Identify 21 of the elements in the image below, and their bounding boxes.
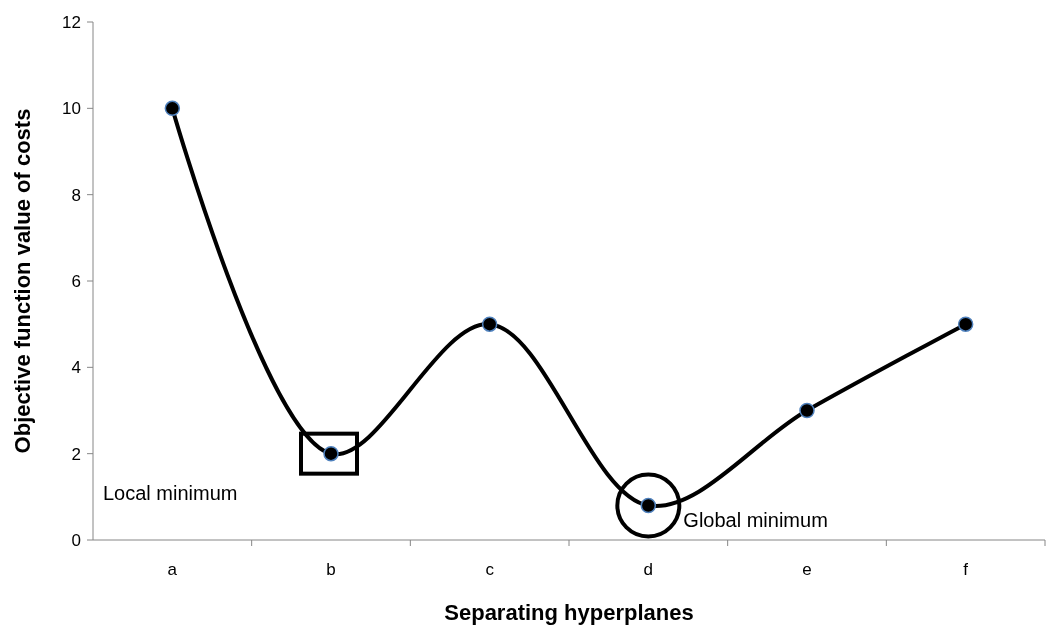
y-tick-label: 2 xyxy=(71,444,81,464)
point xyxy=(799,402,815,419)
y-tick-label: 12 xyxy=(62,12,81,32)
y-tick-label: 8 xyxy=(71,185,81,205)
y-tick-label: 0 xyxy=(71,530,81,550)
x-tick-label: f xyxy=(963,560,969,579)
x-tick-label: c xyxy=(485,560,495,579)
x-axis-title: Separating hyperplanes xyxy=(444,600,694,625)
x-tick-label: b xyxy=(326,560,336,579)
point xyxy=(481,316,498,332)
annotation: Local minimum xyxy=(103,482,238,504)
point xyxy=(957,316,974,332)
point xyxy=(164,100,181,117)
y-axis-title: Objective function value of costs xyxy=(10,108,35,454)
x-tick-label: d xyxy=(643,560,654,579)
y-tick-label: 6 xyxy=(71,271,81,291)
y-tick-label: 10 xyxy=(62,99,81,119)
x-tick-label: a xyxy=(167,560,178,579)
y-tick-label: 4 xyxy=(71,358,81,378)
annotation: Global minimum xyxy=(683,509,828,532)
x-tick-label: e xyxy=(802,560,812,579)
